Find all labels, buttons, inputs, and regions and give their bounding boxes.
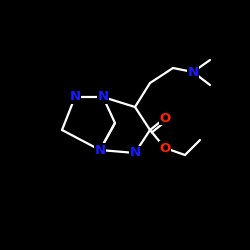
Text: O: O bbox=[160, 142, 170, 154]
Text: N: N bbox=[94, 144, 106, 156]
Text: N: N bbox=[98, 90, 108, 104]
Text: N: N bbox=[188, 66, 198, 78]
Text: O: O bbox=[160, 112, 170, 124]
Text: N: N bbox=[130, 146, 140, 160]
Text: N: N bbox=[70, 90, 80, 104]
